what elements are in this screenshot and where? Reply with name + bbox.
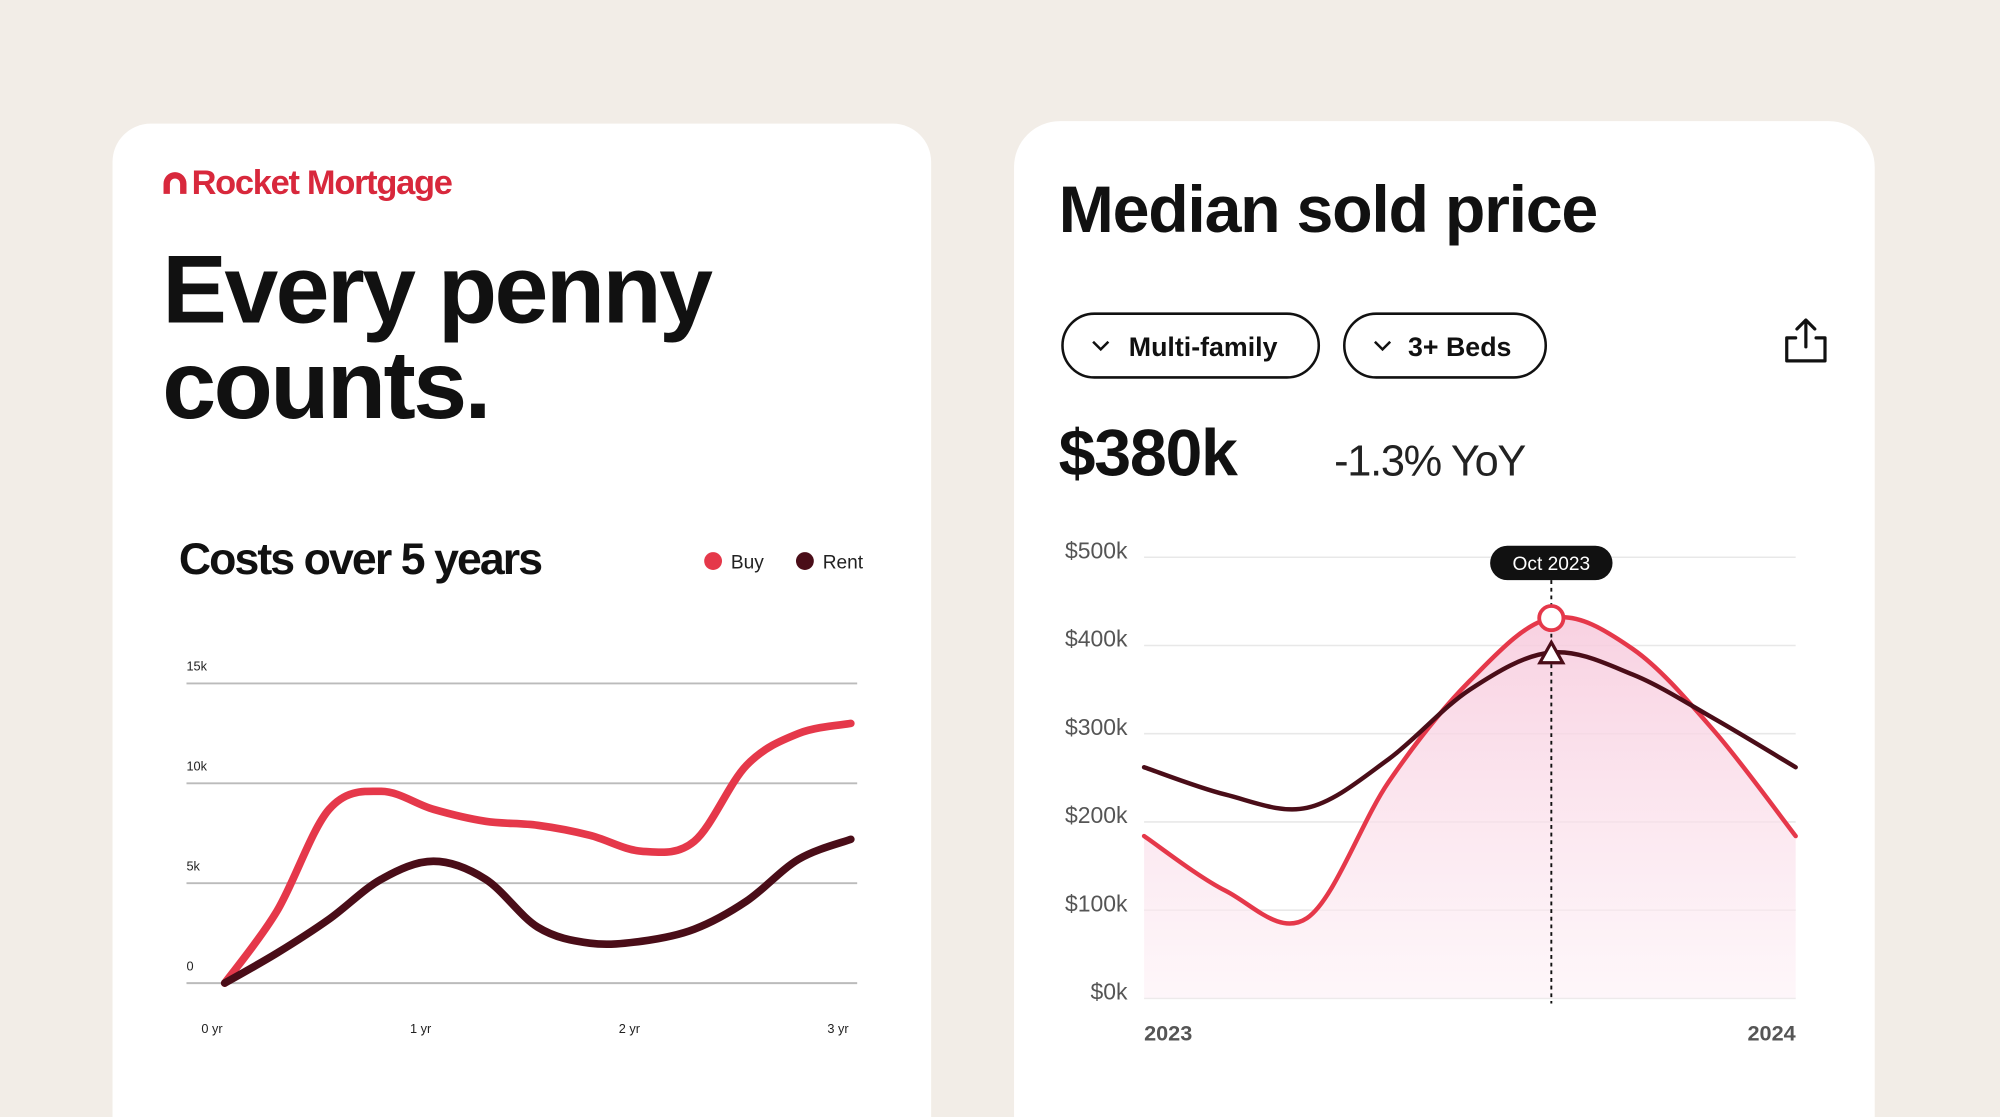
y-tick-label: 15k [186,659,207,674]
x-tick-label: 2 yr [619,1021,641,1036]
chart-title: Costs over 5 years [179,535,541,584]
y-tick-label: $300k [1065,714,1128,740]
filter-label[interactable]: Multi-family [1129,332,1278,362]
filter-label[interactable]: 3+ Beds [1408,332,1511,362]
y-tick-label: $0k [1091,979,1129,1005]
chevron [1373,340,1392,352]
filter-button[interactable]: 3+ Beds [1343,312,1548,379]
share-icon[interactable] [1795,318,1817,349]
series-line [220,719,855,987]
x-tick-label: 2024 [1747,1020,1795,1045]
legend-swatch [704,552,723,570]
share-button[interactable] [1785,318,1827,363]
yoy-change: -1.3% YoY [1334,438,1525,486]
area-fill [1144,617,1796,999]
tooltip [1490,545,1613,581]
chevron [1092,340,1110,352]
legend-label: Rent [823,553,864,574]
x-tick-label: 3 yr [827,1021,849,1036]
point-marker [1537,639,1566,665]
headline-value: $380k [1059,417,1238,491]
y-tick-label: 5k [186,858,200,873]
headline: Every penny [162,235,713,344]
y-tick-label: $400k [1065,626,1128,652]
logo-icon [163,172,187,194]
y-tick-label: $500k [1065,538,1128,564]
point-marker [1537,604,1566,633]
y-tick-label: 10k [186,759,207,774]
filter-button[interactable]: Multi-family [1061,312,1321,379]
series-line [220,835,855,987]
chart-title: Median sold price [1059,173,1597,247]
headline: counts. [162,330,489,439]
y-tick-label: 0 [186,958,193,973]
series-line [1141,650,1798,812]
y-tick-label: $200k [1065,802,1128,828]
legend-label: Buy [731,553,764,574]
brand: Rocket Mortgage [192,164,452,202]
filter-pill[interactable] [1061,312,1321,379]
x-tick-label: 1 yr [410,1021,432,1036]
x-tick-label: 2023 [1144,1020,1192,1045]
filter-pill[interactable] [1343,312,1548,379]
y-tick-label: $100k [1065,890,1128,916]
left-card [112,123,932,1117]
tooltip-label: Oct 2023 [1513,554,1591,575]
share-icon[interactable] [1785,336,1827,363]
legend-swatch [795,552,814,570]
x-tick-label: 0 yr [201,1021,223,1036]
